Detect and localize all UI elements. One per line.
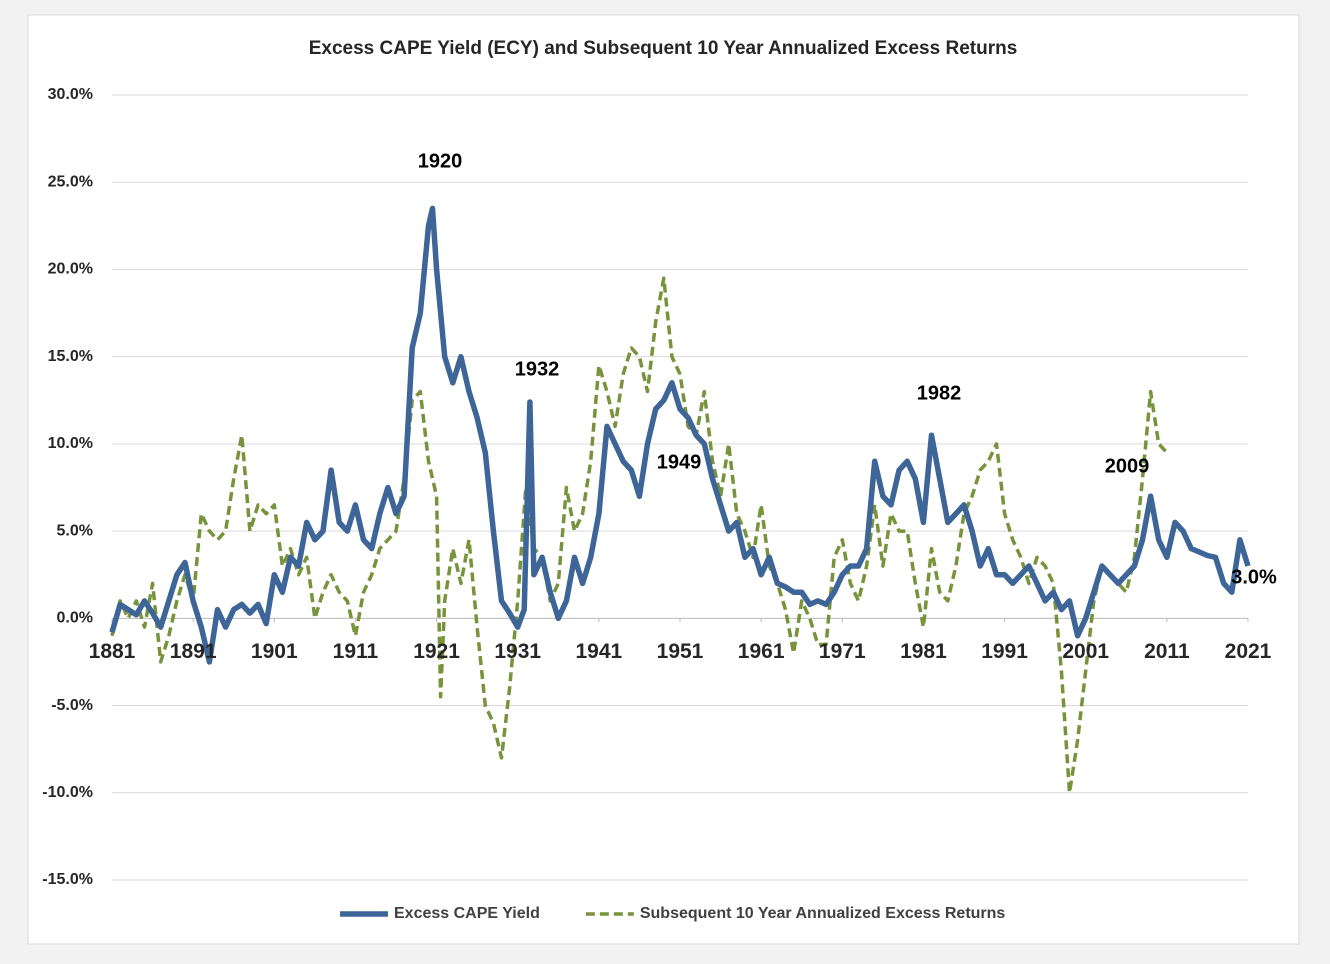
y-tick-label: 25.0% [48, 173, 93, 190]
x-tick-label: 1981 [900, 640, 947, 663]
series-line [110, 276, 1169, 795]
y-tick-label: 5.0% [57, 522, 93, 539]
annotation: 3.0% [1231, 566, 1277, 588]
series-line [109, 205, 1251, 665]
x-tick-label: 1891 [170, 640, 217, 663]
x-tick-label: 1901 [251, 640, 298, 663]
x-tick-label: 1991 [981, 640, 1028, 663]
labels: -15.0% -10.0% -5.0% 0.0% 5.0% 10.0% 15.0% 20.0%… [42, 86, 1277, 922]
x-tick-label: 1881 [89, 640, 136, 663]
legend-label: Subsequent 10 Year Annualized Excess Ret… [640, 905, 1006, 922]
annotation: 1932 [515, 358, 560, 380]
legend-label: Excess CAPE Yield [394, 905, 540, 922]
y-tick-label: 30.0% [48, 86, 93, 103]
chart-area [27, 14, 1300, 945]
annotation: 1949 [657, 451, 702, 473]
y-tick-label: 10.0% [48, 435, 93, 452]
y-tick-label: 20.0% [48, 261, 93, 278]
x-tick-label: 1961 [738, 640, 785, 663]
annotation: 1920 [418, 150, 463, 172]
annotation: 1982 [917, 382, 962, 404]
lines [109, 205, 1251, 795]
x-tick-label: 2011 [1144, 640, 1190, 663]
y-tick-label: 0.0% [57, 610, 93, 627]
x-tick-label: 2021 [1225, 640, 1272, 663]
y-tick-label: -10.0% [42, 784, 93, 801]
x-tick-label: 1951 [657, 640, 704, 663]
x-tick-label: 1921 [413, 640, 460, 663]
x-tick-label: 1931 [494, 640, 541, 663]
chart-title: Excess CAPE Yield (ECY) and Subsequent 1… [309, 38, 1018, 59]
x-tick-label: 2001 [1062, 640, 1109, 663]
annotation: 2009 [1105, 455, 1150, 477]
x-tick-label: 1941 [575, 640, 622, 663]
y-tick-label: -5.0% [51, 697, 93, 714]
x-tick-label: 1911 [333, 640, 379, 663]
grid [111, 94, 1249, 881]
y-tick-label: 15.0% [48, 348, 93, 365]
x-tick-label: 1971 [819, 640, 866, 663]
y-tick-label: -15.0% [42, 871, 93, 888]
